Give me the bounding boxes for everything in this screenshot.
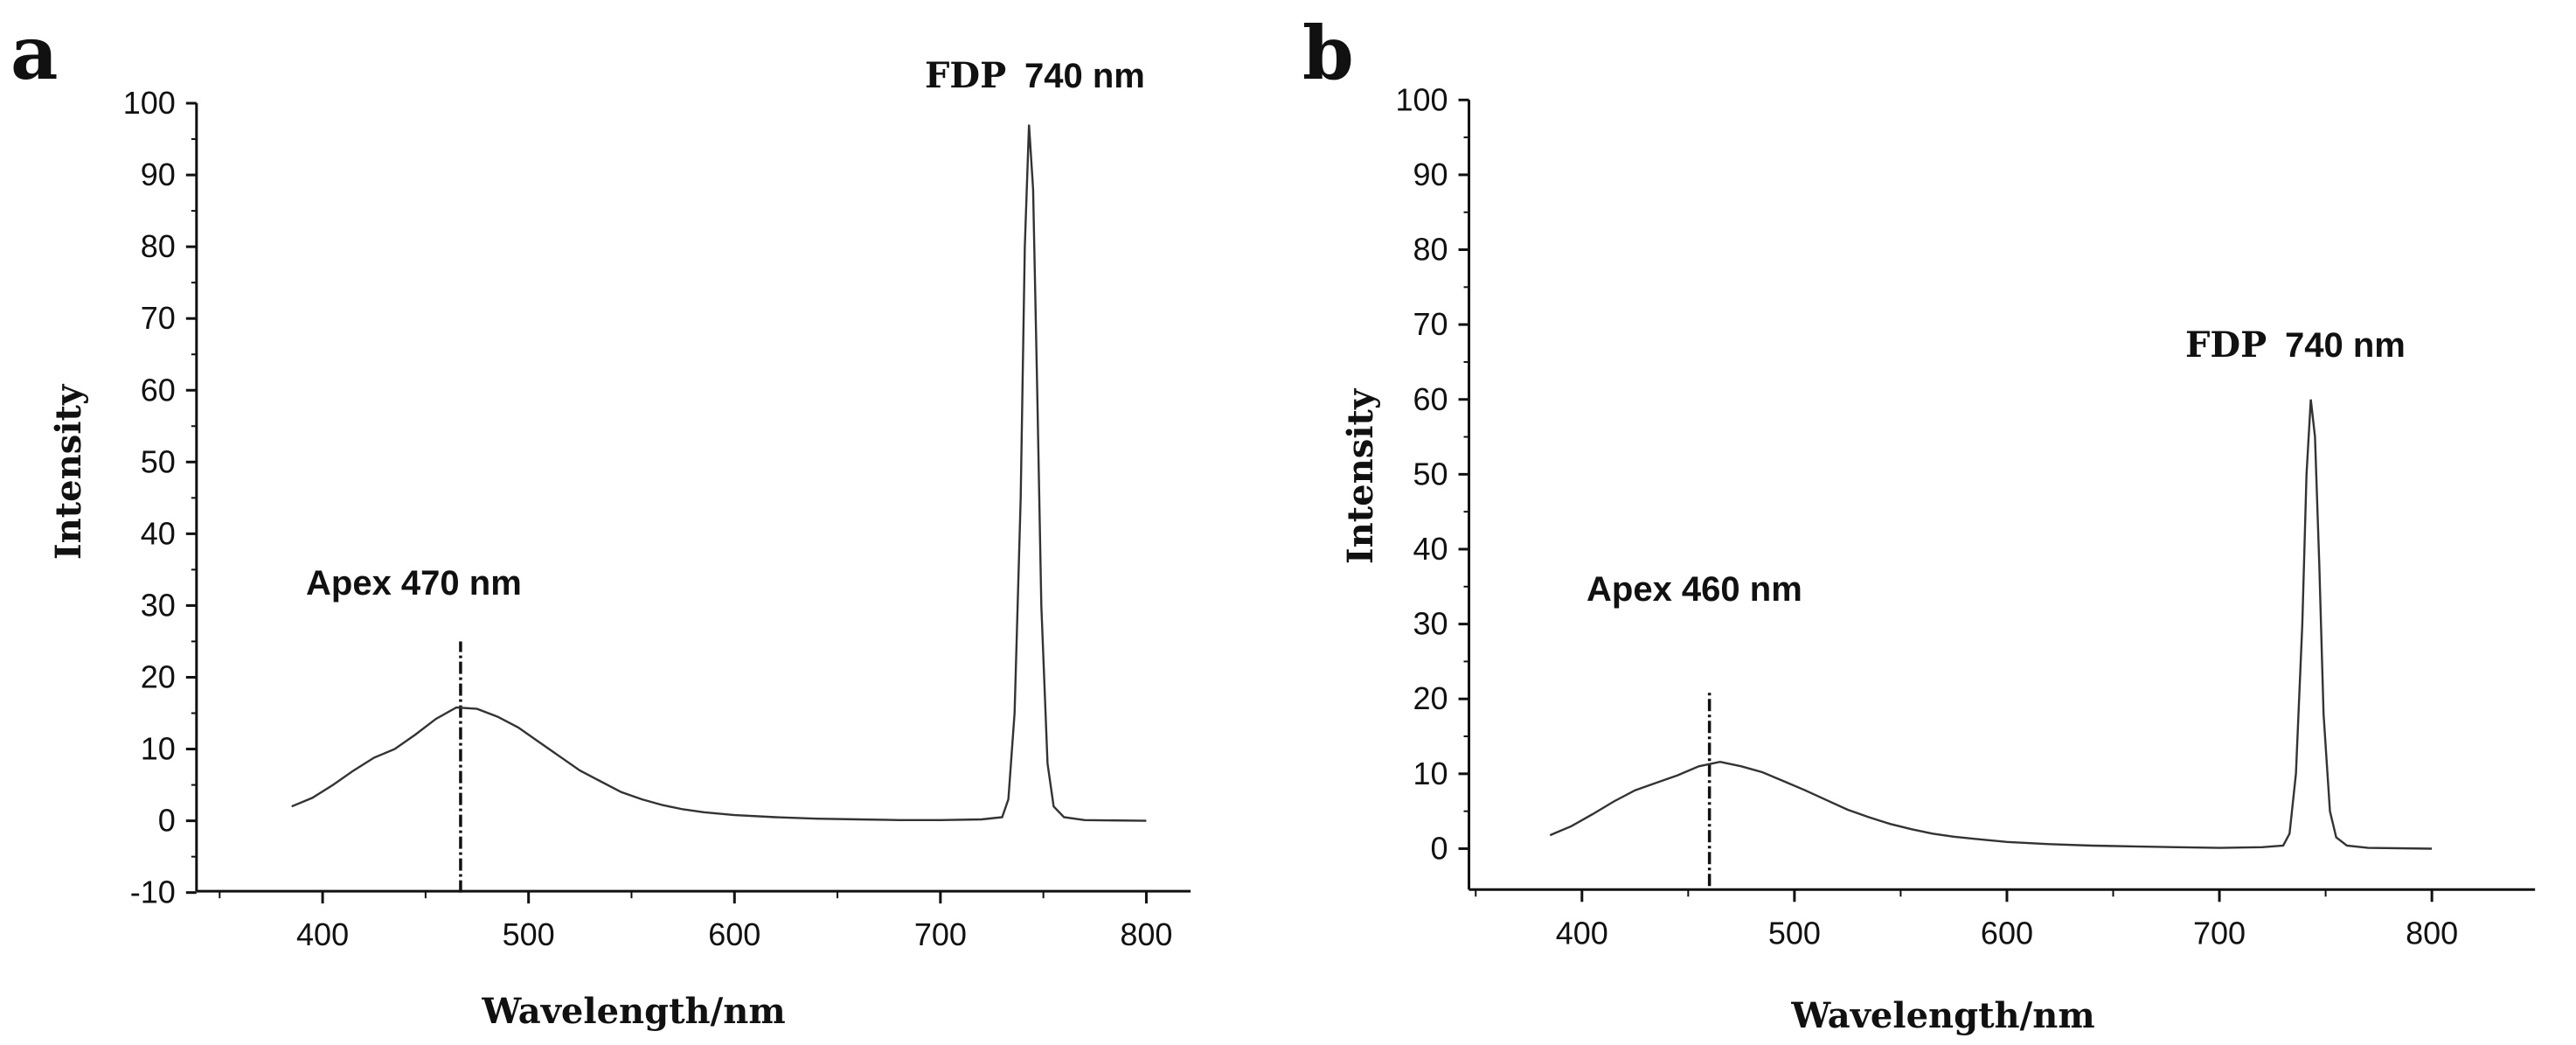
axes-b: 0 10 20 30 40 50 60 70 80 90 100 400 500 600 700 800 — [1395, 81, 2536, 951]
y-tick-label-b: 90 — [1413, 157, 1448, 192]
x-tick-label-a: 400 — [296, 916, 349, 952]
y-tick-label-a: 70 — [141, 300, 176, 336]
y-tick-label-b: 40 — [1413, 531, 1448, 567]
fdp-label-a: FDP — [925, 55, 1006, 96]
fdp-value-a: 740 nm — [1024, 57, 1145, 95]
apex-label-b: Apex 460 nm — [1587, 570, 1802, 609]
y-tick-label-b: 100 — [1395, 81, 1448, 117]
panel-letter-b: b — [1302, 10, 1354, 96]
y-tick-label-b: 30 — [1413, 606, 1448, 642]
y-tick-label-a: 100 — [123, 85, 176, 121]
panel-letter-a: a — [10, 10, 58, 96]
x-tick-label-a: 800 — [1120, 916, 1172, 952]
y-tick-label-b: 10 — [1413, 756, 1448, 791]
series-line-b — [1549, 399, 2433, 850]
plot-b — [1549, 399, 2433, 887]
panel-a: a FDP 740 nm Apex 470 nm Wavelength/nm I… — [10, 10, 1191, 1032]
y-tick-label-a: 60 — [141, 372, 176, 408]
panel-b: b FDP 740 nm Apex 460 nm Wavelength/nm I… — [1302, 10, 2536, 1036]
x-tick-label-b: 800 — [2406, 915, 2458, 951]
y-tick-label-b: 20 — [1413, 680, 1448, 716]
y-tick-label-a: 80 — [141, 228, 176, 264]
x-tick-label-b: 500 — [1768, 915, 1821, 951]
y-tick-label-a: 40 — [141, 515, 176, 551]
fdp-label-b: FDP — [2185, 324, 2267, 366]
x-tick-label-a: 700 — [914, 916, 967, 952]
x-tick-label-b: 600 — [1981, 915, 2033, 951]
apex-label-a: Apex 470 nm — [306, 564, 522, 603]
axes-a: -10 0 10 20 30 40 50 60 70 80 90 100 400 500 600 700 800 — [123, 85, 1191, 952]
y-tick-label-a: 90 — [141, 157, 176, 192]
y-tick-label-a: 0 — [158, 803, 176, 839]
plot-a — [291, 124, 1147, 893]
x-tick-label-b: 400 — [1556, 915, 1608, 951]
y-tick-label-a: 50 — [141, 443, 176, 479]
x-tick-label-a: 500 — [503, 916, 555, 952]
y-tick-label-b: 70 — [1413, 306, 1448, 342]
y-axis-title-a: Intensity — [48, 383, 89, 560]
x-axis-title-b: Wavelength/nm — [1790, 995, 2094, 1036]
y-tick-label-b: 60 — [1413, 381, 1448, 417]
x-tick-label-b: 700 — [2193, 915, 2246, 951]
y-tick-label-b: 80 — [1413, 232, 1448, 268]
fdp-value-b: 740 nm — [2285, 326, 2406, 365]
y-tick-label-a: -10 — [130, 874, 176, 910]
x-tick-label-a: 600 — [708, 916, 760, 952]
series-line-a — [291, 124, 1147, 822]
y-tick-label-a: 30 — [141, 587, 176, 623]
x-axis-title-a: Wavelength/nm — [481, 991, 785, 1032]
y-axis-title-b: Intensity — [1340, 387, 1381, 564]
y-tick-label-b: 50 — [1413, 456, 1448, 491]
y-tick-label-a: 10 — [141, 731, 176, 767]
y-tick-label-a: 20 — [141, 659, 176, 695]
y-tick-label-b: 0 — [1430, 830, 1448, 866]
